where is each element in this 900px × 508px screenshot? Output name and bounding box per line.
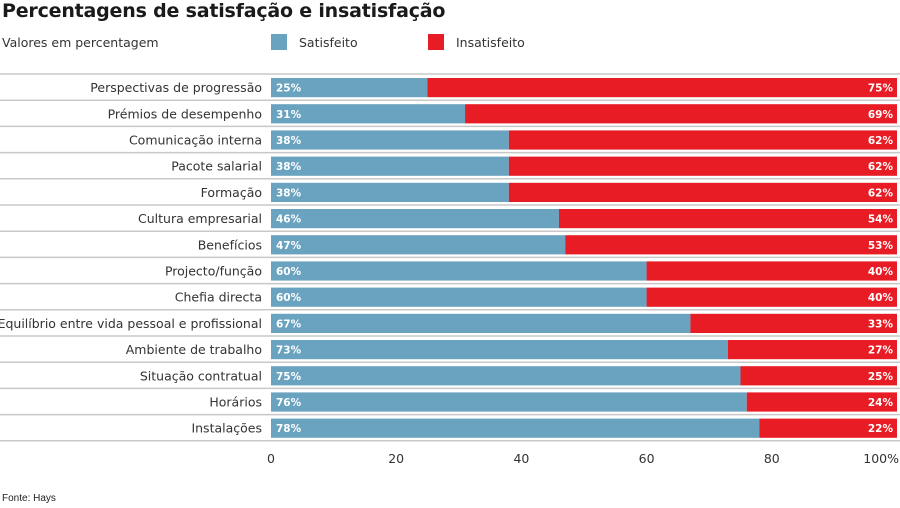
data-label-dissatisfied: 53% [868, 240, 894, 252]
category-label: Horários [209, 395, 262, 410]
category-label: Situação contratual [140, 368, 262, 383]
data-label-dissatisfied: 22% [868, 423, 894, 435]
data-label-satisfied: 73% [276, 345, 302, 357]
data-label-satisfied: 25% [276, 83, 302, 95]
data-label-satisfied: 60% [276, 266, 302, 278]
bar-dissatisfied [690, 313, 897, 333]
data-label-dissatisfied: 75% [868, 83, 894, 95]
bar-satisfied [271, 235, 566, 255]
data-label-satisfied: 67% [276, 318, 302, 330]
bar-satisfied [271, 156, 509, 176]
bar-dissatisfied [646, 287, 897, 307]
bar-satisfied [271, 392, 747, 412]
data-label-satisfied: 46% [276, 214, 302, 226]
bar-satisfied [271, 209, 559, 229]
category-label: Pacote salarial [171, 159, 262, 174]
data-label-dissatisfied: 40% [868, 292, 894, 304]
category-label: Comunicação interna [129, 133, 262, 148]
data-label-dissatisfied: 54% [868, 214, 894, 226]
bar-dissatisfied [759, 418, 897, 438]
x-tick-label: 40 [513, 451, 529, 466]
category-label: Formação [201, 185, 262, 200]
data-label-satisfied: 60% [276, 292, 302, 304]
bar-satisfied [271, 261, 647, 281]
source-note: Fonte: Hays [2, 493, 56, 504]
bar-dissatisfied [565, 235, 897, 255]
bar-dissatisfied [508, 156, 897, 176]
data-label-satisfied: 38% [276, 187, 302, 199]
category-label: Perspectivas de progressão [90, 80, 262, 95]
data-label-dissatisfied: 62% [868, 135, 894, 147]
data-label-dissatisfied: 33% [868, 318, 894, 330]
legend-item-dissatisfied: Insatisfeito [428, 34, 525, 50]
legend-label-dissatisfied: Insatisfeito [456, 34, 525, 50]
bar-satisfied [271, 418, 760, 438]
bar-dissatisfied [508, 182, 897, 202]
data-label-dissatisfied: 40% [868, 266, 894, 278]
bar-satisfied [271, 182, 509, 202]
category-label: Equilíbrio entre vida pessoal e profissi… [0, 316, 262, 331]
x-tick-label: 80 [764, 451, 780, 466]
data-label-satisfied: 31% [276, 109, 302, 121]
category-label: Cultura empresarial [138, 211, 262, 226]
data-label-satisfied: 38% [276, 161, 302, 173]
x-tick-label: 60 [639, 451, 655, 466]
category-label: Projecto/função [165, 264, 262, 279]
bar-dissatisfied [558, 209, 897, 229]
bar-satisfied [271, 313, 691, 333]
data-label-satisfied: 78% [276, 423, 302, 435]
chart-title: Percentagens de satisfação e insatisfaçã… [2, 0, 446, 22]
bar-satisfied [271, 340, 728, 360]
chart-subtitle: Valores em percentagem [2, 35, 159, 50]
bar-satisfied [271, 287, 647, 307]
legend-swatch-satisfied [271, 34, 287, 50]
bar-dissatisfied [465, 104, 897, 124]
x-tick-label: 0 [267, 451, 275, 466]
data-label-dissatisfied: 62% [868, 161, 894, 173]
data-label-dissatisfied: 25% [868, 371, 894, 383]
category-label: Ambiente de trabalho [126, 342, 262, 357]
bar-satisfied [271, 130, 509, 150]
legend-label-satisfied: Satisfeito [299, 34, 358, 50]
bar-dissatisfied [727, 340, 897, 360]
bar-dissatisfied [740, 366, 897, 386]
bar-satisfied [271, 366, 741, 386]
data-label-dissatisfied: 24% [868, 397, 894, 409]
legend-swatch-dissatisfied [428, 34, 444, 50]
category-label: Instalações [191, 421, 262, 436]
x-tick-label: 20 [388, 451, 404, 466]
bar-satisfied [271, 104, 466, 124]
bar-dissatisfied [746, 392, 897, 412]
bar-dissatisfied [646, 261, 897, 281]
data-label-satisfied: 75% [276, 371, 302, 383]
data-label-satisfied: 38% [276, 135, 302, 147]
x-tick-label: 100% [863, 451, 899, 466]
category-label: Benefícios [198, 237, 262, 252]
data-label-dissatisfied: 27% [868, 345, 894, 357]
category-label: Prémios de desempenho [108, 106, 262, 121]
legend-item-satisfied: Satisfeito [271, 34, 358, 50]
data-label-satisfied: 76% [276, 397, 302, 409]
bar-satisfied [271, 78, 428, 98]
category-label: Chefia directa [175, 290, 262, 305]
bar-dissatisfied [508, 130, 897, 150]
data-label-satisfied: 47% [276, 240, 302, 252]
data-label-dissatisfied: 69% [868, 109, 894, 121]
data-label-dissatisfied: 62% [868, 187, 894, 199]
bar-dissatisfied [427, 78, 897, 98]
